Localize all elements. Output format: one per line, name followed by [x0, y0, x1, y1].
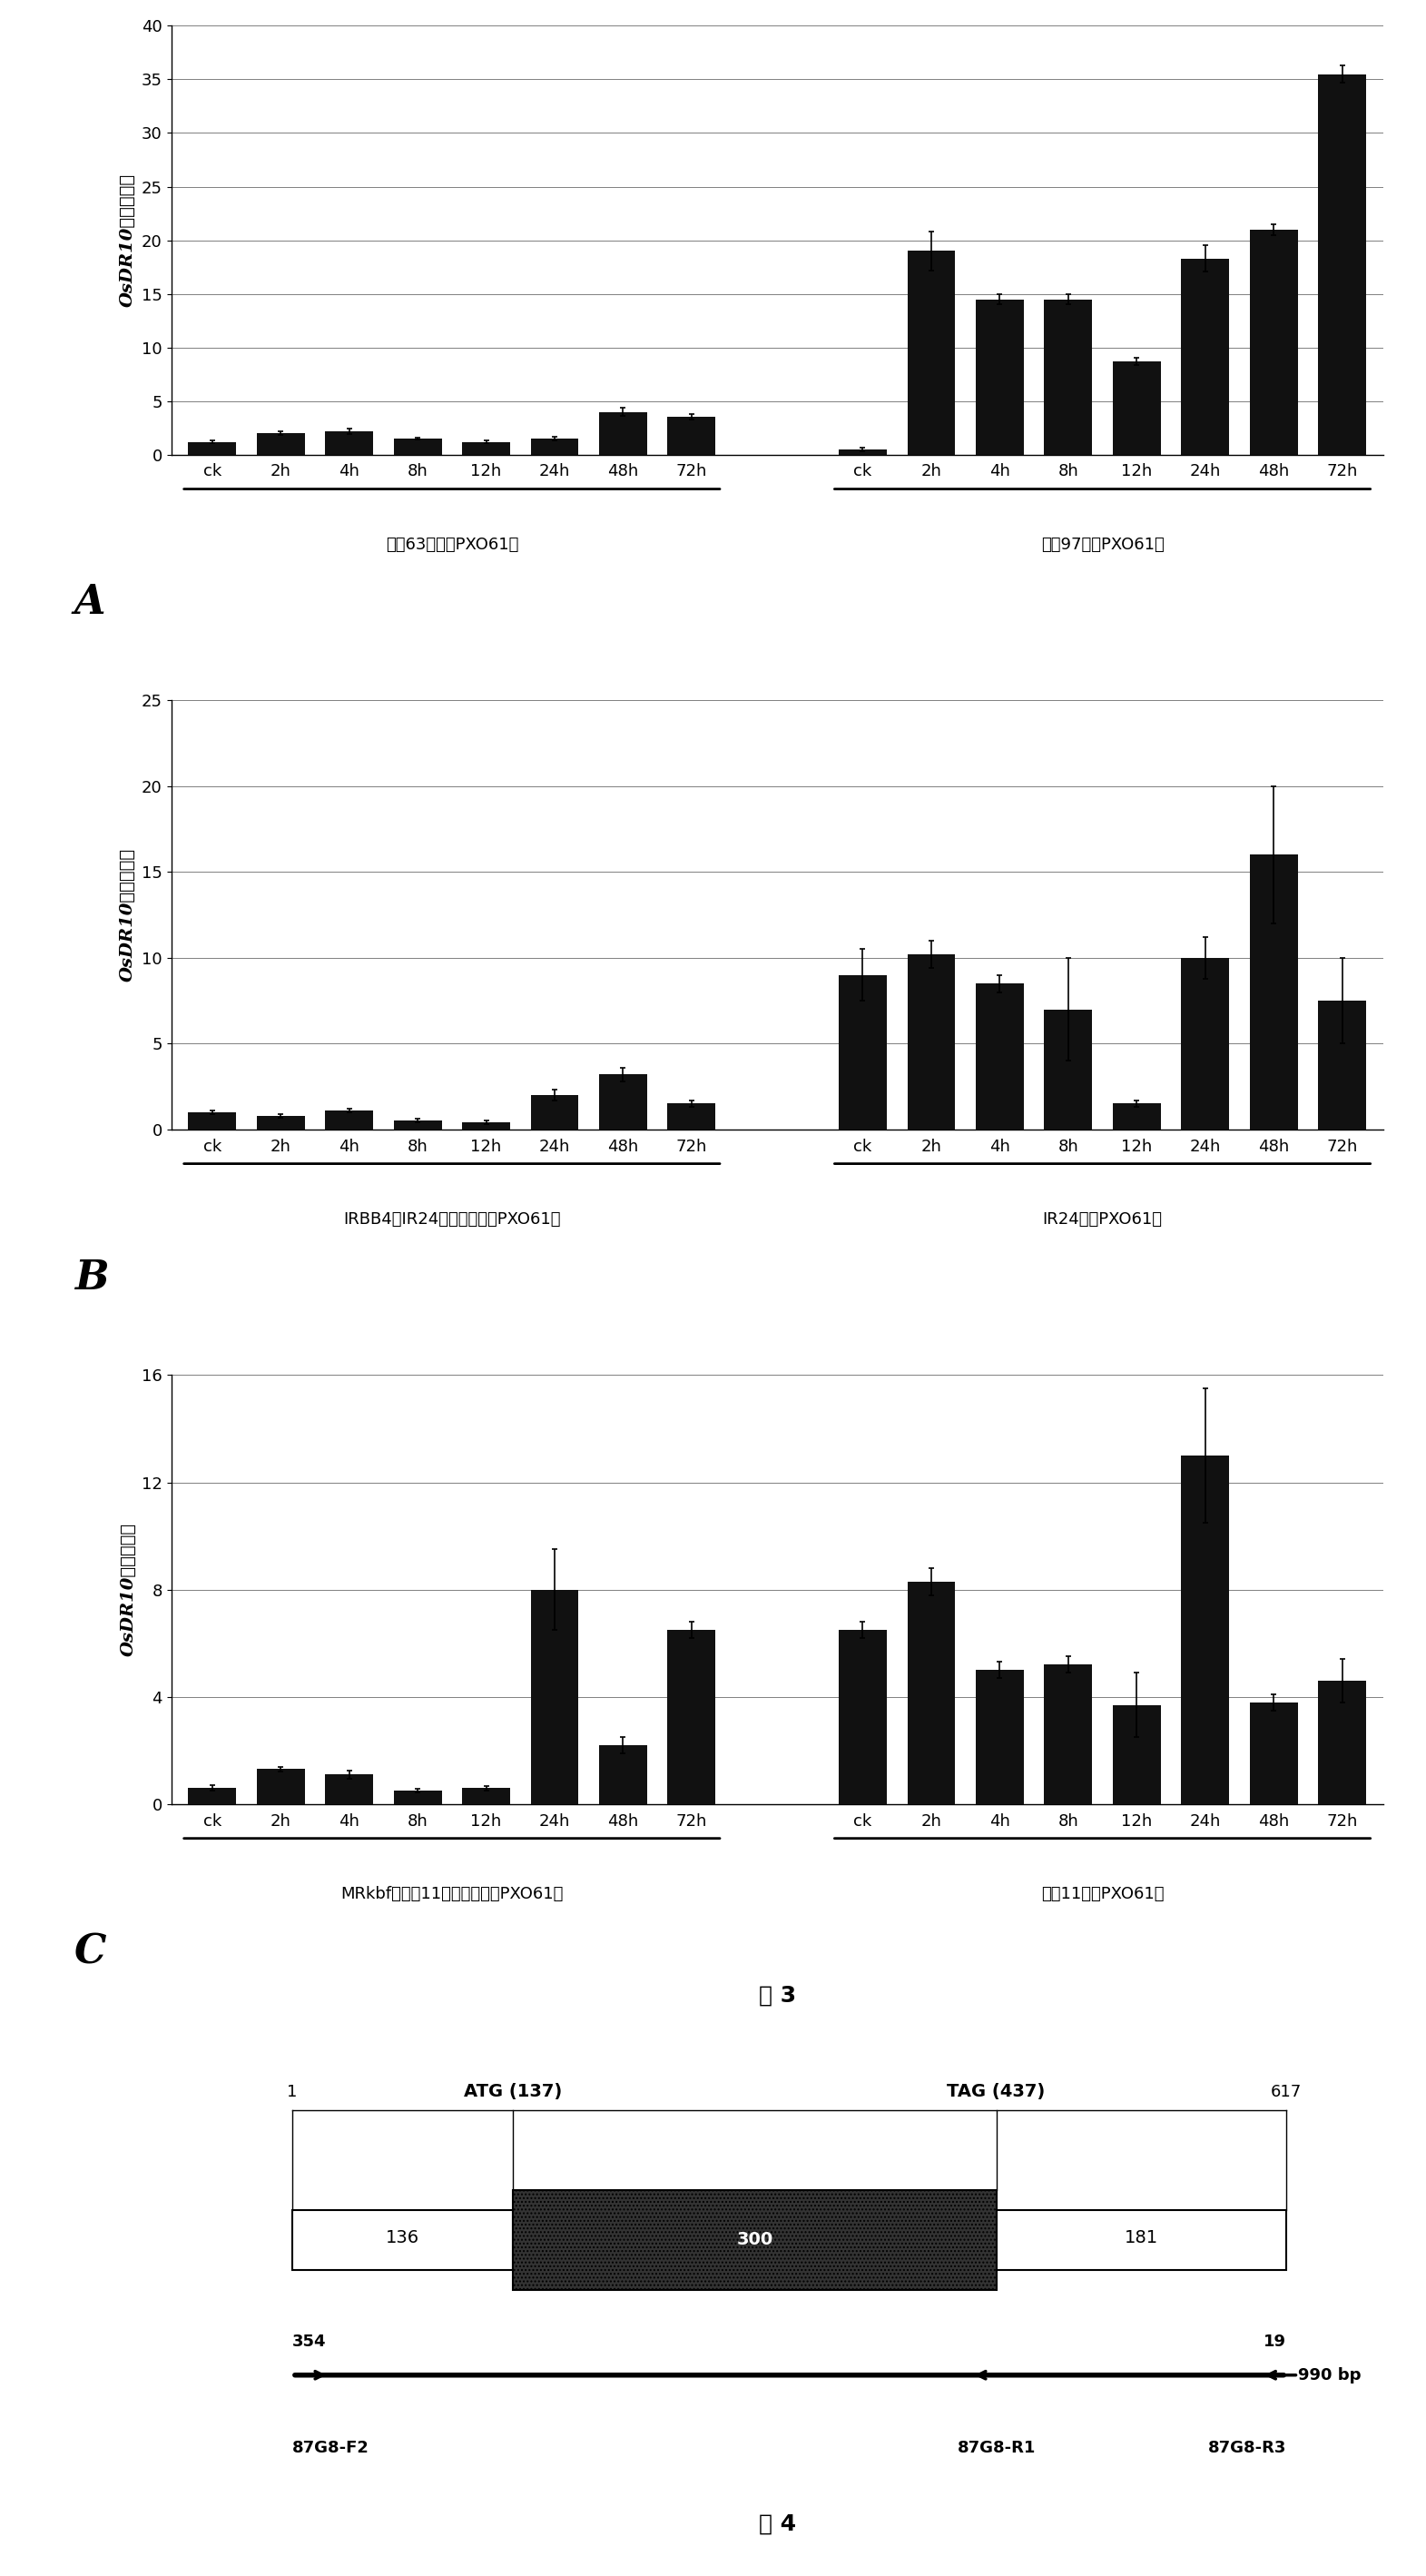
- Bar: [1181, 1455, 1229, 1803]
- Text: B: B: [74, 1257, 108, 1298]
- Text: 1: 1: [287, 2084, 298, 2099]
- Bar: [1318, 1680, 1366, 1803]
- Bar: [1249, 229, 1298, 456]
- Bar: [462, 1123, 511, 1128]
- Bar: [1249, 855, 1298, 1128]
- Y-axis label: OsDR10相对表达量: OsDR10相对表达量: [120, 173, 137, 307]
- Bar: [394, 1121, 442, 1128]
- Bar: [907, 250, 955, 456]
- Bar: [975, 984, 1024, 1128]
- Bar: [325, 1775, 374, 1803]
- Bar: [1044, 1010, 1092, 1128]
- Text: 87G8-F2: 87G8-F2: [292, 2439, 369, 2458]
- Text: 181: 181: [1125, 2228, 1158, 2246]
- Y-axis label: OsDR10相对表达量: OsDR10相对表达量: [120, 848, 137, 981]
- Bar: [530, 438, 579, 456]
- Text: 图 4: 图 4: [759, 2514, 796, 2535]
- Text: 图 3: 图 3: [759, 1984, 796, 2007]
- Bar: [257, 433, 305, 456]
- Bar: [188, 443, 237, 456]
- Bar: [530, 1095, 579, 1128]
- Bar: [599, 1074, 647, 1128]
- Y-axis label: OsDR10相对表达量: OsDR10相对表达量: [120, 1522, 137, 1656]
- Text: 19: 19: [1263, 2334, 1286, 2349]
- Bar: [1318, 75, 1366, 456]
- Text: 87G8-R1: 87G8-R1: [957, 2439, 1035, 2458]
- Bar: [188, 1788, 237, 1803]
- Bar: [997, 2210, 1286, 2269]
- Bar: [667, 417, 716, 456]
- Text: IR24（感PXO61）: IR24（感PXO61）: [1042, 1211, 1162, 1226]
- Text: 300: 300: [736, 2231, 773, 2249]
- Bar: [838, 448, 887, 456]
- Bar: [257, 1115, 305, 1128]
- Bar: [257, 1770, 305, 1803]
- Bar: [462, 443, 511, 456]
- Bar: [1181, 258, 1229, 456]
- Bar: [667, 1103, 716, 1128]
- Bar: [1181, 958, 1229, 1128]
- Bar: [394, 1790, 442, 1803]
- Bar: [530, 1589, 579, 1803]
- Bar: [599, 412, 647, 456]
- Bar: [907, 953, 955, 1128]
- Text: 136: 136: [386, 2228, 419, 2246]
- Bar: [975, 1669, 1024, 1803]
- Text: 中花11（感PXO61）: 中花11（感PXO61）: [1041, 1886, 1164, 1901]
- Bar: [599, 1744, 647, 1803]
- Bar: [667, 1631, 716, 1803]
- Text: ATG (137): ATG (137): [463, 2081, 562, 2099]
- Bar: [325, 430, 374, 456]
- Bar: [1112, 361, 1161, 456]
- Bar: [513, 2190, 997, 2290]
- Bar: [325, 1110, 374, 1128]
- Bar: [1112, 1103, 1161, 1128]
- Text: 617: 617: [1271, 2084, 1302, 2099]
- Text: 珍求97（感PXO61）: 珍求97（感PXO61）: [1041, 536, 1164, 551]
- Bar: [1044, 299, 1092, 456]
- Bar: [838, 974, 887, 1128]
- Bar: [838, 1631, 887, 1803]
- Text: IRBB4（IR24遗传背景，抗PXO61）: IRBB4（IR24遗传背景，抗PXO61）: [344, 1211, 560, 1226]
- Bar: [292, 2210, 513, 2269]
- Text: A: A: [74, 582, 106, 623]
- Text: 明恏63（中抗PXO61）: 明恏63（中抗PXO61）: [385, 536, 518, 551]
- Bar: [394, 438, 442, 456]
- Bar: [1112, 1705, 1161, 1803]
- Bar: [975, 299, 1024, 456]
- Text: MRkbf（中花11遗传背景，抗PXO61）: MRkbf（中花11遗传背景，抗PXO61）: [341, 1886, 563, 1901]
- Text: C: C: [74, 1932, 107, 1971]
- Bar: [1318, 999, 1366, 1128]
- Bar: [462, 1788, 511, 1803]
- Text: 87G8-R3: 87G8-R3: [1208, 2439, 1286, 2458]
- Bar: [907, 1582, 955, 1803]
- Text: 354: 354: [292, 2334, 327, 2349]
- Text: 990 bp: 990 bp: [1298, 2367, 1362, 2383]
- Bar: [1044, 1664, 1092, 1803]
- Bar: [188, 1113, 237, 1128]
- Text: TAG (437): TAG (437): [947, 2081, 1045, 2099]
- Bar: [1249, 1703, 1298, 1803]
